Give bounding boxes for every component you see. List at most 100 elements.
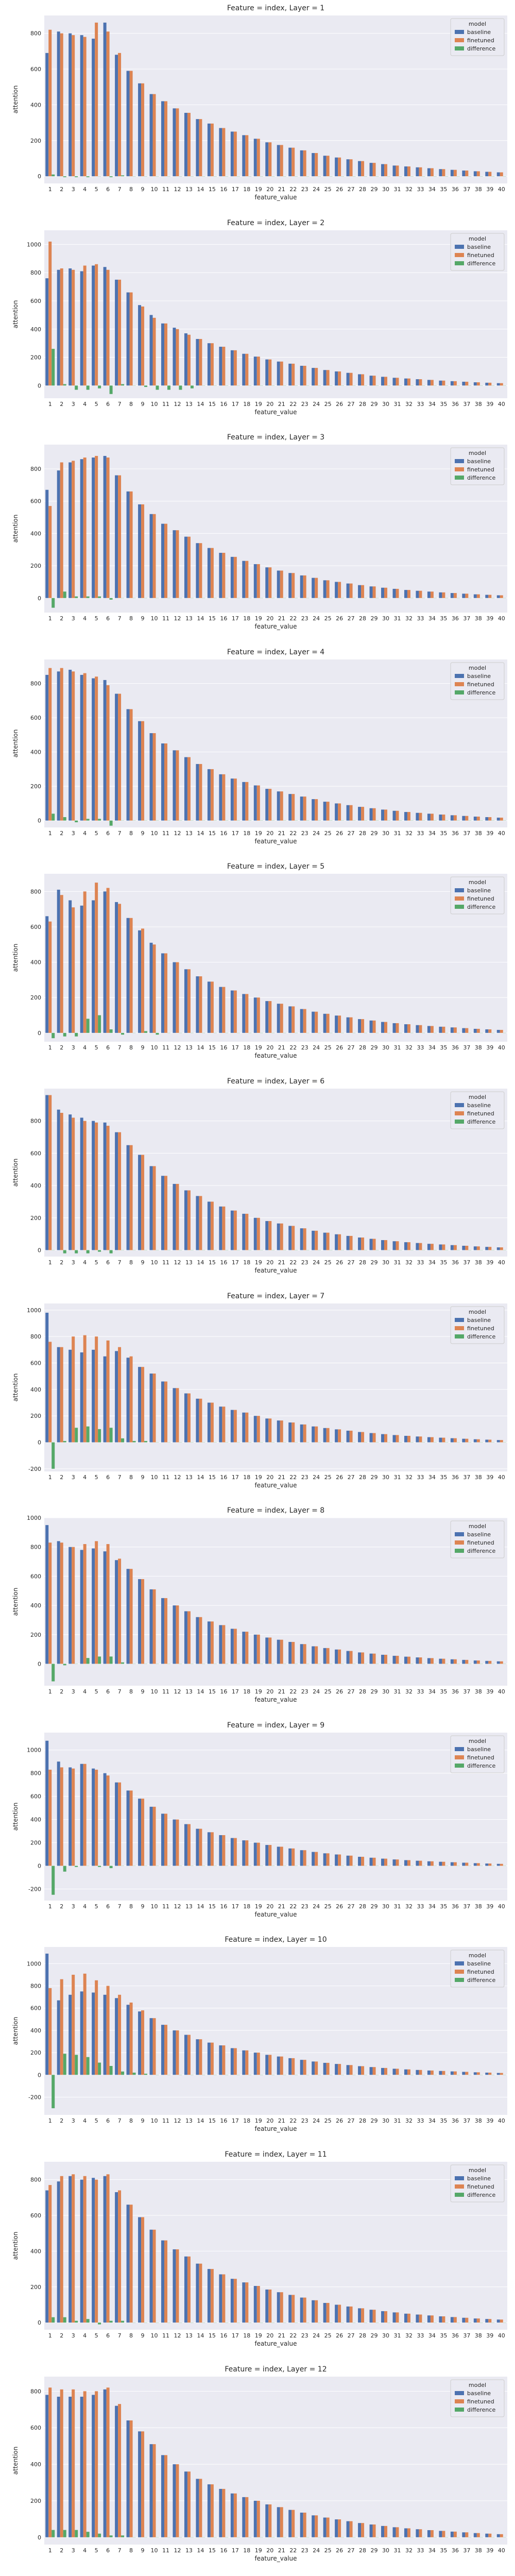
bar-baseline [196, 1828, 199, 1866]
x-tick-label: 5 [95, 1474, 98, 1481]
bar-baseline [416, 812, 419, 821]
bar-baseline [57, 2396, 60, 2537]
bar-baseline [196, 764, 199, 821]
bar-baseline [346, 2306, 350, 2323]
bar-baseline [300, 1424, 303, 1443]
bar-baseline [115, 1998, 118, 2075]
bar-baseline [485, 1029, 489, 1033]
x-tick-label: 40 [498, 2547, 505, 2554]
bar-baseline [115, 902, 118, 1033]
bar-finetuned [453, 1245, 457, 1250]
y-axis-label: attention [12, 300, 19, 328]
x-tick-label: 13 [185, 2547, 193, 2554]
bar-finetuned [268, 1844, 272, 1866]
bar-baseline [230, 2279, 234, 2323]
x-tick-label: 17 [232, 2332, 239, 2339]
x-tick-label: 21 [278, 1474, 285, 1481]
x-tick-label: 32 [405, 1044, 413, 1051]
x-tick-label: 2 [60, 1688, 63, 1695]
bar-baseline [392, 377, 396, 385]
bar-baseline [381, 809, 385, 821]
y-axis-label: attention [12, 944, 19, 972]
bar-difference [86, 596, 90, 598]
x-tick-label: 30 [382, 1044, 389, 1051]
bar-finetuned [152, 2229, 156, 2323]
bar-baseline [196, 543, 199, 598]
bar-finetuned [430, 2315, 434, 2323]
bar-finetuned [152, 1166, 156, 1250]
x-tick-label: 26 [336, 1044, 343, 1051]
x-tick-label: 35 [440, 2547, 447, 2554]
bar-difference [52, 2317, 55, 2323]
bar-finetuned [256, 997, 260, 1033]
x-tick-label: 11 [162, 1259, 169, 1266]
chart-title: Feature = index, Layer = 1 [227, 4, 324, 12]
legend-swatch-finetuned [455, 682, 464, 686]
bar-finetuned [280, 2057, 283, 2075]
bar-baseline [288, 573, 292, 598]
bar-baseline [265, 2289, 269, 2323]
y-tick-label: 600 [30, 1573, 41, 1580]
bar-finetuned [338, 371, 341, 385]
bar-baseline [288, 1226, 292, 1250]
bar-baseline [427, 591, 431, 598]
bar-finetuned [361, 161, 365, 177]
bar-baseline [288, 1006, 292, 1033]
x-tick-label: 38 [475, 1044, 482, 1051]
bar-finetuned [476, 816, 480, 821]
bar-baseline [115, 2192, 118, 2323]
x-tick-label: 5 [95, 615, 98, 622]
bar-difference [63, 2317, 66, 2323]
x-tick-label: 32 [405, 2117, 413, 2124]
bar-finetuned [361, 2308, 365, 2323]
bar-baseline [392, 165, 396, 177]
legend-swatch-baseline [455, 1747, 464, 1751]
bar-finetuned [488, 382, 492, 385]
legend-swatch-difference [455, 905, 464, 909]
x-tick-label: 17 [232, 1903, 239, 1910]
x-tick-label: 30 [382, 1259, 389, 1266]
bar-finetuned [141, 1155, 145, 1250]
bar-baseline [265, 1418, 269, 1443]
bar-finetuned [384, 1655, 388, 1664]
y-tick-label: 200 [30, 783, 41, 790]
bar-baseline [80, 1117, 83, 1250]
x-tick-label: 29 [371, 1259, 378, 1266]
bar-finetuned [465, 2532, 469, 2537]
x-tick-label: 10 [151, 615, 158, 622]
x-tick-label: 22 [289, 186, 297, 193]
bar-finetuned [83, 265, 87, 385]
bar-baseline [265, 1221, 269, 1250]
y-tick-label: 400 [30, 2461, 41, 2468]
bar-baseline [207, 2484, 211, 2537]
x-tick-label: 23 [301, 2547, 308, 2554]
x-tick-label: 25 [324, 1044, 332, 1051]
bar-finetuned [176, 2030, 179, 2075]
bar-finetuned [488, 172, 492, 177]
bar-finetuned [303, 1009, 306, 1033]
legend-swatch-difference [455, 690, 464, 694]
bar-baseline [312, 2515, 315, 2537]
bar-finetuned [476, 1029, 480, 1033]
bar-baseline [450, 593, 454, 598]
bar-finetuned [83, 37, 87, 177]
x-tick-label: 9 [141, 2117, 145, 2124]
x-tick-label: 6 [106, 1259, 110, 1266]
x-tick-label: 3 [72, 401, 75, 408]
bar-baseline [126, 292, 130, 385]
bar-finetuned [453, 170, 457, 177]
bar-finetuned [315, 1646, 318, 1664]
y-tick-label: 400 [30, 749, 41, 755]
bar-difference [121, 1662, 125, 1664]
chart-title: Feature = index, Layer = 9 [227, 1721, 324, 1730]
legend-label-difference: difference [467, 1762, 495, 1769]
x-tick-label: 7 [118, 1044, 122, 1051]
bar-baseline [92, 457, 95, 598]
bar-finetuned [187, 2471, 191, 2537]
bar-finetuned [129, 492, 133, 598]
bar-baseline [265, 142, 269, 177]
bar-finetuned [372, 163, 376, 177]
x-tick-label: 29 [371, 615, 378, 622]
x-tick-label: 39 [486, 2547, 493, 2554]
x-tick-label: 26 [336, 1688, 343, 1695]
